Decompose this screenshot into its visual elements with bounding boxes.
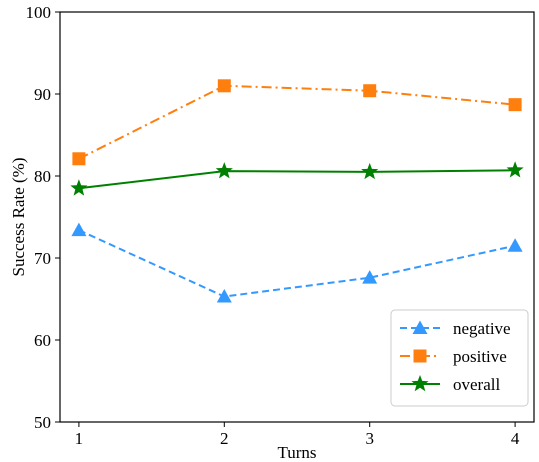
x-axis: 1 2 3 4: [75, 422, 520, 448]
data-point-overall: [70, 179, 88, 196]
legend-label: positive: [453, 347, 507, 366]
plot-frame: [59, 11, 535, 423]
legend-item-positive: positive: [400, 347, 507, 366]
y-tick-label: 90: [34, 85, 51, 104]
y-axis-label: Success Rate (%): [9, 158, 28, 277]
data-point-positive: [508, 98, 522, 112]
y-tick-label: 100: [26, 3, 52, 22]
x-tick-label: 3: [365, 429, 374, 448]
x-tick-label: 4: [511, 429, 520, 448]
data-point-overall: [215, 162, 233, 179]
x-axis-label: Turns: [277, 443, 316, 462]
data-point-positive: [363, 84, 377, 98]
y-tick-label: 80: [34, 167, 51, 186]
plot-area: 50 60 70 80 90 100 1 2 3 4: [26, 3, 535, 448]
series-overall: [70, 161, 524, 196]
series-line-positive: [78, 84, 516, 160]
legend-label: negative: [453, 319, 511, 338]
data-point-negative: [71, 222, 87, 237]
y-tick-label: 70: [34, 249, 51, 268]
y-tick-label: 60: [34, 331, 51, 350]
legend-marker: [413, 349, 427, 363]
data-point-positive: [72, 152, 86, 166]
data-point-negative: [507, 238, 523, 252]
x-tick-label: 1: [75, 429, 84, 448]
data-point-negative: [216, 289, 232, 303]
legend-item-overall: overall: [400, 375, 500, 394]
y-axis: 50 60 70 80 90 100: [26, 3, 60, 432]
data-point-overall: [361, 162, 379, 180]
legend-label: overall: [453, 375, 500, 394]
series-layer: [70, 79, 524, 303]
series-negative: [71, 222, 523, 303]
data-point-positive: [217, 79, 231, 93]
series-line-overall: [78, 169, 516, 190]
legend-marker: [412, 320, 428, 334]
series-positive: [72, 79, 522, 166]
y-tick-label: 50: [34, 413, 51, 432]
legend: negative positive overall: [390, 309, 529, 407]
legend-marker: [411, 375, 429, 392]
x-tick-label: 2: [220, 429, 229, 448]
legend-item-negative: negative: [400, 319, 511, 338]
data-point-overall: [506, 161, 524, 178]
data-point-negative: [362, 270, 378, 284]
series-line-negative: [78, 229, 516, 298]
